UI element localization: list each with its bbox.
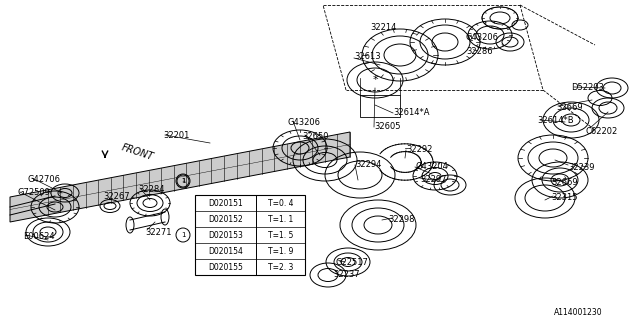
Text: 32284: 32284 xyxy=(138,185,164,194)
Text: D020154: D020154 xyxy=(208,246,243,255)
Text: 32315: 32315 xyxy=(551,193,577,202)
Text: 1: 1 xyxy=(181,179,185,183)
Text: 32292: 32292 xyxy=(406,145,433,154)
Text: T=2. 3: T=2. 3 xyxy=(268,262,293,271)
Text: G43206: G43206 xyxy=(288,118,321,127)
Text: 1: 1 xyxy=(180,178,185,184)
Text: T=1. 5: T=1. 5 xyxy=(268,230,293,239)
Text: 32669: 32669 xyxy=(551,178,578,187)
Polygon shape xyxy=(10,132,350,222)
Text: G42706: G42706 xyxy=(28,175,61,184)
Text: T=0. 4: T=0. 4 xyxy=(268,198,293,207)
Text: D020155: D020155 xyxy=(208,262,243,271)
Text: D020152: D020152 xyxy=(208,214,243,223)
Text: 32294: 32294 xyxy=(355,160,381,169)
Text: 32614*A: 32614*A xyxy=(393,108,429,117)
Text: 32669: 32669 xyxy=(556,103,582,112)
Text: G72509: G72509 xyxy=(18,188,51,197)
Text: T=1. 1: T=1. 1 xyxy=(268,214,293,223)
Text: 32239: 32239 xyxy=(568,163,595,172)
Text: D020153: D020153 xyxy=(208,230,243,239)
Text: T=1. 9: T=1. 9 xyxy=(268,246,293,255)
Text: D020151: D020151 xyxy=(208,198,243,207)
Text: 32286: 32286 xyxy=(466,47,493,56)
Text: 32201: 32201 xyxy=(163,131,189,140)
Text: G22517: G22517 xyxy=(335,258,368,267)
Text: D52203: D52203 xyxy=(571,83,604,92)
Text: A114001230: A114001230 xyxy=(554,308,603,317)
Text: 32214: 32214 xyxy=(370,23,396,32)
Text: E00624: E00624 xyxy=(23,232,54,241)
Text: 32614*B: 32614*B xyxy=(537,116,573,125)
Text: 32271: 32271 xyxy=(145,228,172,237)
Text: FRONT: FRONT xyxy=(120,142,155,162)
Bar xyxy=(195,195,305,275)
Text: 32298: 32298 xyxy=(388,215,415,224)
Text: 32605: 32605 xyxy=(374,122,401,131)
Text: 32237: 32237 xyxy=(333,270,360,279)
Text: G43206: G43206 xyxy=(466,33,499,42)
Text: G43204: G43204 xyxy=(415,162,448,171)
Text: 1: 1 xyxy=(180,232,185,238)
Text: 32613: 32613 xyxy=(354,52,381,61)
Text: *: * xyxy=(372,75,378,85)
Text: 32267: 32267 xyxy=(103,192,130,201)
Text: 32650: 32650 xyxy=(302,132,328,141)
Text: C62202: C62202 xyxy=(585,127,617,136)
Text: 32297: 32297 xyxy=(420,175,447,184)
Bar xyxy=(360,95,400,117)
